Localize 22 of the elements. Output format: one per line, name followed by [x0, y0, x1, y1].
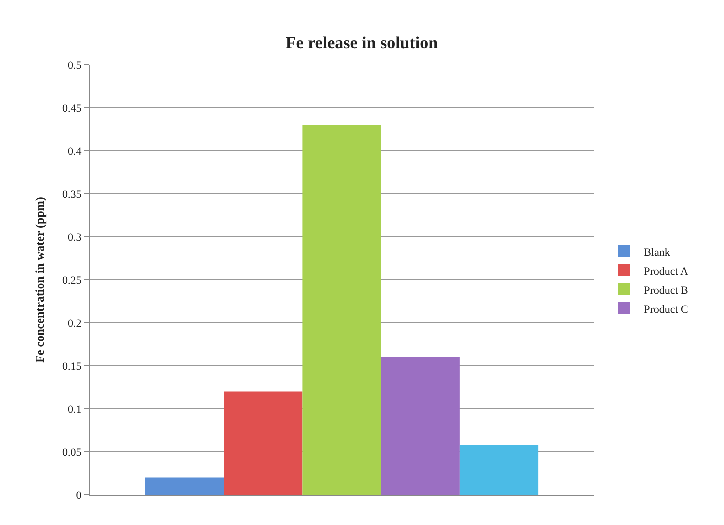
bar	[145, 478, 224, 495]
bar	[224, 392, 303, 495]
legend-label: Blank	[644, 246, 671, 259]
y-tick-label: 0.1	[68, 404, 82, 416]
y-tick-label: 0.15	[62, 360, 82, 373]
legend-label: Product A	[644, 266, 688, 278]
y-tick-label: 0.45	[62, 102, 82, 115]
y-tick-label: 0	[76, 490, 82, 502]
y-tick-label: 0.3	[68, 232, 82, 244]
legend-label: Product C	[644, 304, 688, 316]
y-tick-label: 0.35	[62, 188, 82, 201]
y-tick-label: 0.25	[62, 274, 82, 287]
y-tick-label: 0.05	[62, 446, 82, 459]
y-tick-label: 0.5	[68, 60, 82, 72]
legend-label: Product B	[644, 284, 688, 297]
bar	[381, 357, 460, 495]
y-tick-label: 0.2	[68, 318, 82, 330]
bar	[302, 125, 382, 495]
y-tick-label: 0.4	[68, 146, 82, 158]
bar	[460, 445, 539, 495]
y-axis-title: Fe concentration in water (ppm)	[32, 197, 47, 363]
chart-title: Fe release in solution	[286, 34, 439, 53]
